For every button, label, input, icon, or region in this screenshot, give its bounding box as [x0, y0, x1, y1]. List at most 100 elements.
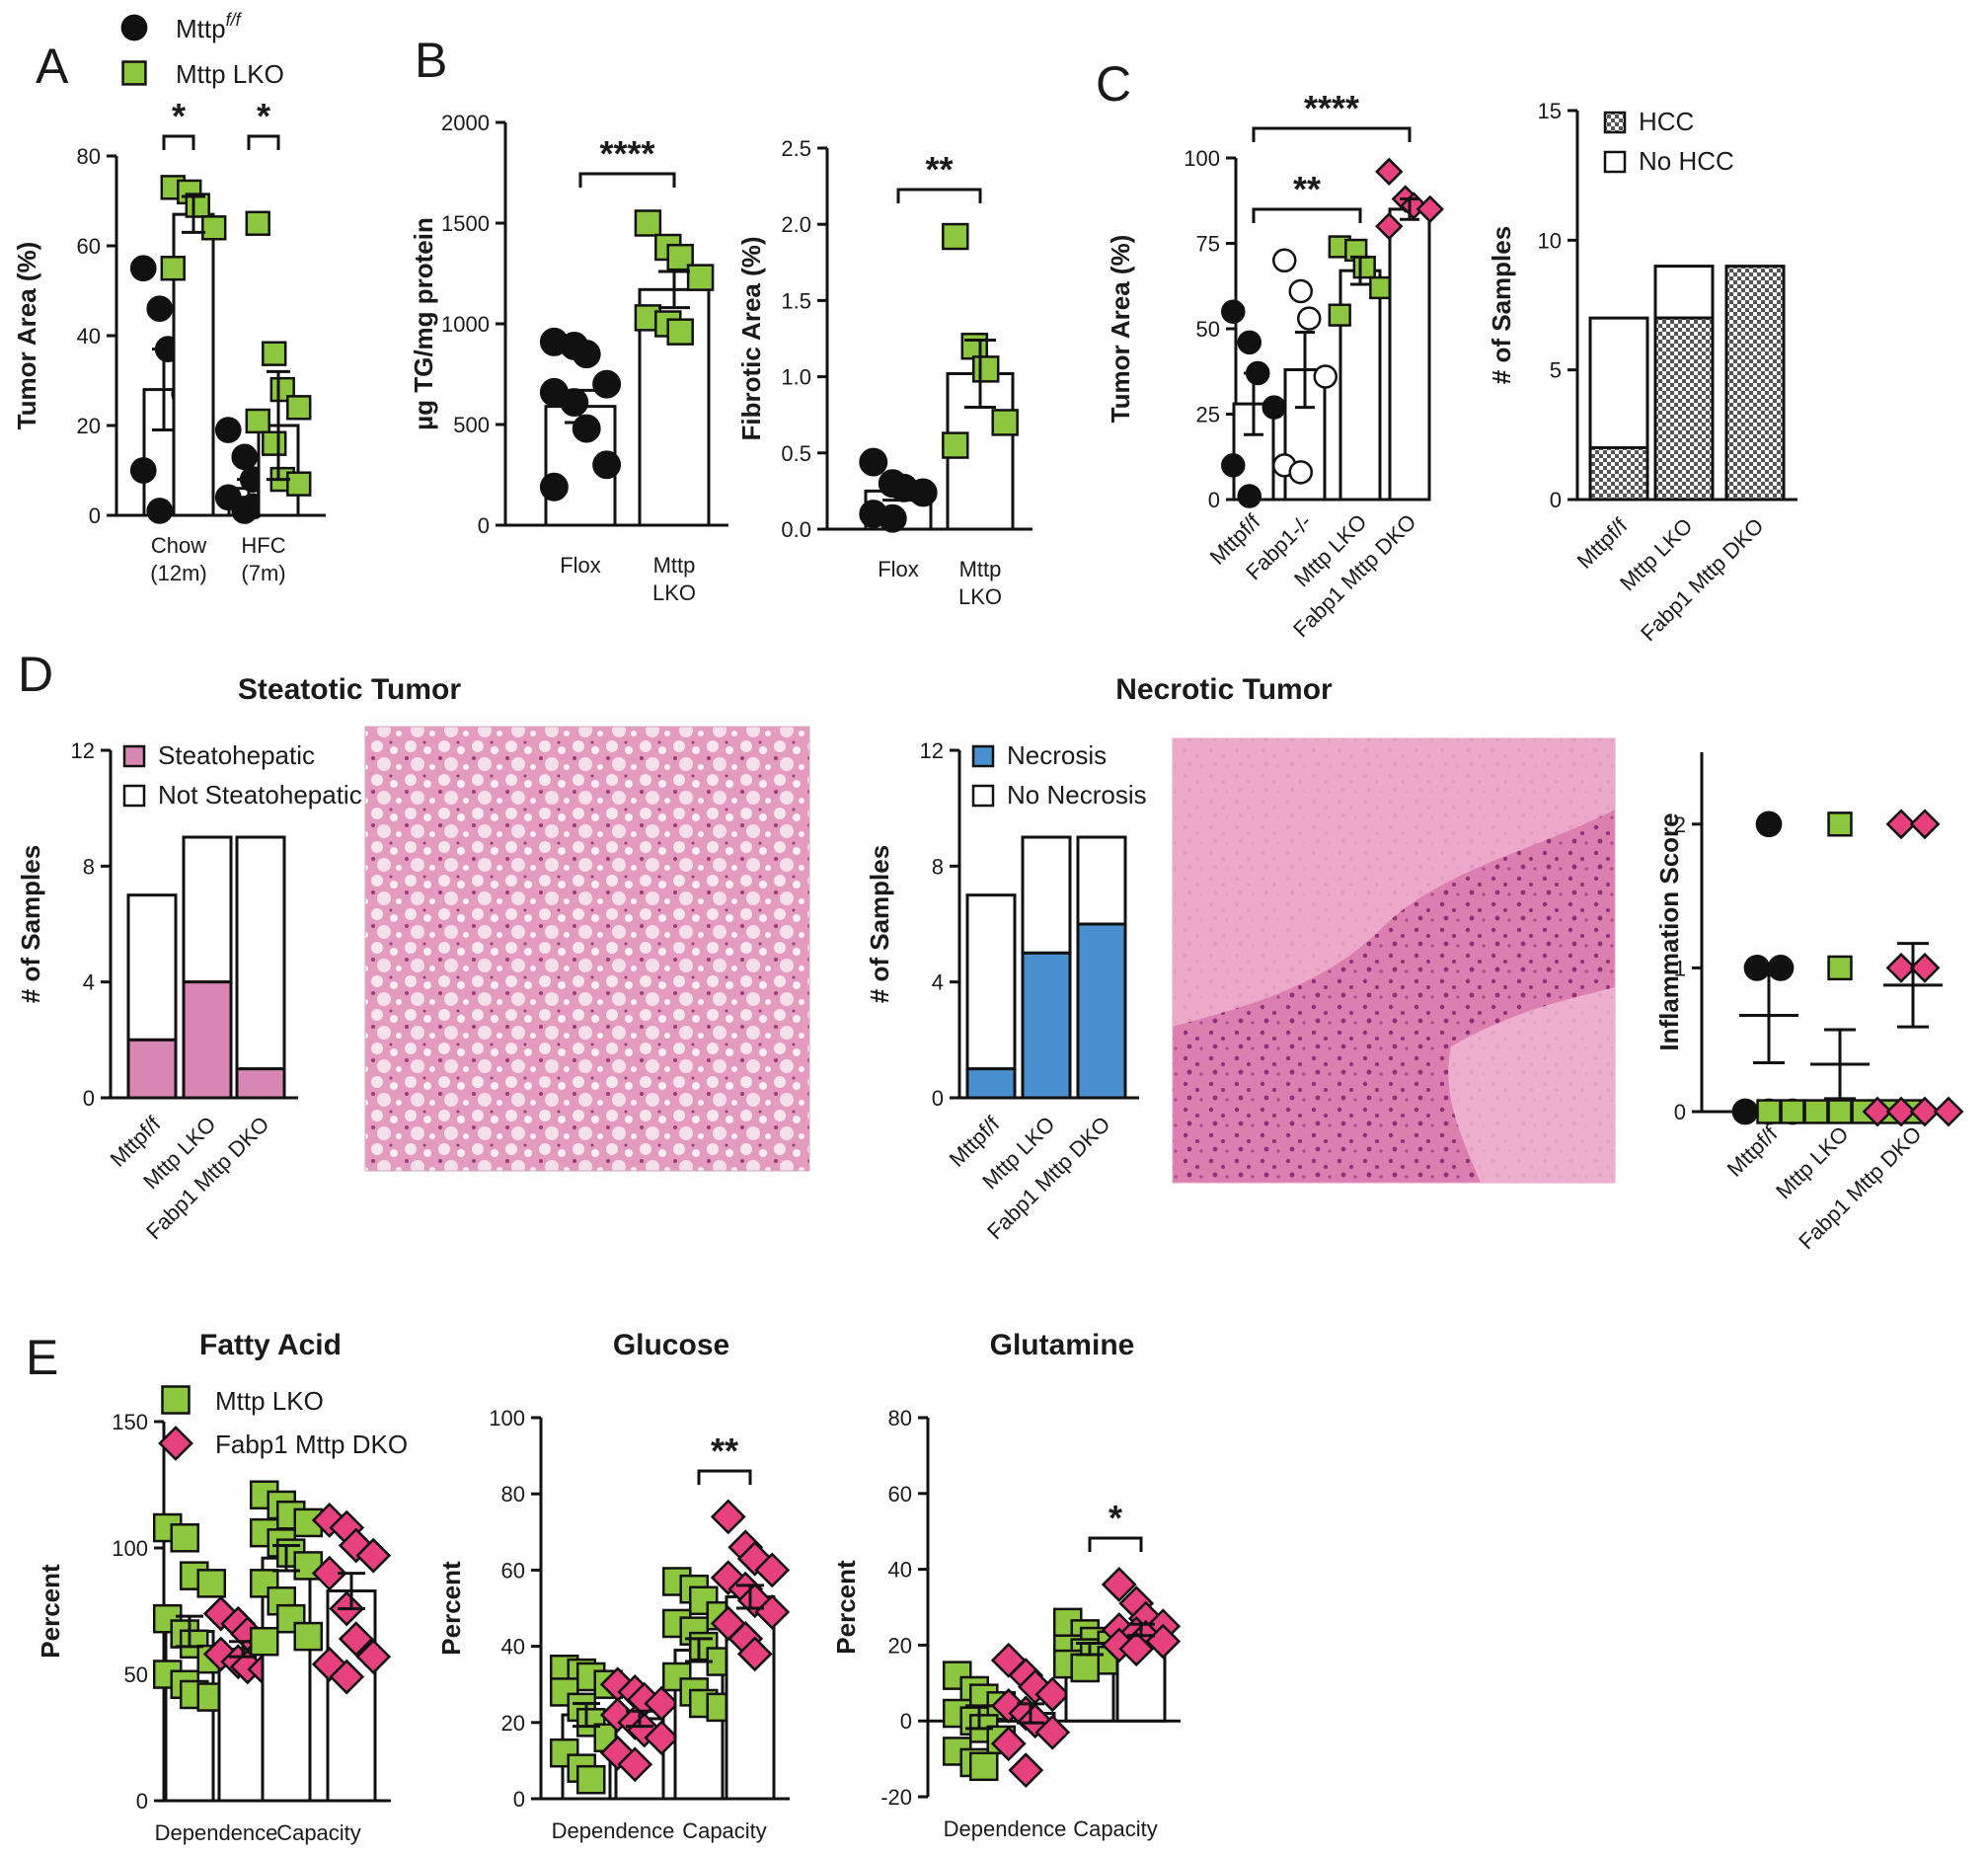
data-point	[262, 341, 287, 366]
y-tick-label: 20	[501, 1711, 525, 1736]
y-tick-label: 8	[83, 854, 95, 879]
data-point	[942, 222, 969, 251]
data-point	[1297, 306, 1322, 331]
data-point	[644, 1685, 680, 1722]
y-tick-label: 2.0	[781, 212, 811, 237]
data-point	[1803, 1099, 1829, 1124]
y-axis-label: Percent	[436, 1561, 466, 1656]
x-tick-label: Fabp1 Mttp DKO	[1636, 513, 1768, 646]
steatotic-tumor-histology-image	[364, 726, 810, 1172]
y-tick-label: 100	[112, 1536, 148, 1561]
y-tick-label: -20	[880, 1785, 912, 1810]
data-point	[286, 395, 312, 421]
data-point	[1885, 809, 1917, 840]
data-point	[1328, 303, 1351, 327]
necrotic-tumor-title: Necrotic Tumor	[1115, 673, 1333, 706]
y-tick-label: 0.0	[781, 517, 811, 542]
y-axis-label: Tumor Area (%)	[1106, 235, 1135, 424]
glucose-title: Glucose	[613, 1329, 729, 1361]
data-point	[572, 340, 601, 369]
significance-label: ****	[599, 133, 654, 174]
data-point	[355, 1639, 392, 1674]
y-tick-label: 5	[1550, 358, 1562, 383]
data-point	[231, 443, 259, 471]
stacked-bar-segment	[1724, 265, 1786, 502]
data-point	[1369, 275, 1393, 300]
data-point	[249, 1569, 279, 1598]
y-tick-label: 20	[77, 414, 101, 438]
stacked-bar-segment	[965, 893, 1017, 1071]
data-point	[1885, 952, 1917, 983]
data-point	[908, 478, 938, 507]
stacked-bar-segment	[235, 835, 286, 1071]
data-point	[686, 264, 715, 291]
legend-label: No HCC	[1639, 146, 1734, 176]
legend-label: Steatohepatic	[158, 740, 315, 770]
data-point	[1375, 157, 1404, 187]
data-point	[592, 369, 622, 399]
data-point	[859, 447, 888, 477]
y-tick-label: 80	[501, 1482, 525, 1507]
panel-letter-d: D	[18, 647, 53, 702]
stacked-bar-segment	[126, 1038, 178, 1100]
y-tick-label: 100	[489, 1406, 525, 1431]
data-point	[1780, 1099, 1805, 1124]
legend-swatch	[1603, 111, 1627, 134]
data-point	[311, 1502, 347, 1538]
y-axis-label: Fibrotic Area (%)	[736, 236, 766, 440]
x-tick-label: Chow	[151, 533, 206, 558]
y-tick-label: 0	[83, 1086, 95, 1111]
x-tick-label: Mttpf/f	[1722, 1121, 1784, 1182]
data-point	[1221, 453, 1246, 478]
stacked-bar-segment	[1076, 922, 1127, 1100]
y-tick-label: 80	[77, 144, 101, 169]
y-tick-label: 0	[932, 1086, 944, 1111]
data-point	[262, 430, 287, 456]
data-point	[1827, 1099, 1853, 1124]
data-point	[575, 1764, 606, 1795]
data-point	[1862, 1096, 1893, 1127]
x-tick-label: Flox	[878, 557, 919, 581]
data-point	[1288, 460, 1313, 485]
x-tick-label: Mttp	[959, 557, 1002, 581]
data-point	[754, 1593, 791, 1630]
data-point	[666, 318, 694, 346]
legend-marker	[161, 1385, 191, 1415]
y-tick-label: 75	[1196, 232, 1220, 257]
data-point	[201, 215, 227, 241]
y-tick-label: 10	[1538, 228, 1562, 253]
y-axis-label: Percent	[36, 1564, 65, 1659]
significance-bracket	[1088, 1536, 1143, 1552]
data-point	[214, 417, 242, 443]
y-tick-label: 1.5	[781, 288, 811, 313]
data-point	[286, 471, 312, 497]
x-tick-label: LKO	[652, 580, 696, 605]
legend-label-mttp-ff: Mttpf/f	[176, 10, 243, 43]
data-point	[146, 295, 174, 323]
data-point	[311, 1555, 347, 1591]
data-point	[196, 1569, 227, 1598]
legend-label: Not Steatohepatic	[158, 780, 362, 810]
data-point	[1352, 256, 1376, 279]
legend-label: HCC	[1639, 107, 1694, 136]
data-point	[1070, 1653, 1101, 1683]
y-tick-label: 2000	[441, 111, 490, 135]
stacked-bar-segment	[182, 980, 233, 1100]
significance-bracket	[247, 134, 280, 150]
stacked-bar-segment	[1021, 835, 1072, 955]
data-point	[1034, 1714, 1071, 1750]
chart-a: 0 20 40 60 80 Tumor Area (%) * Chow (12m) * HFC (7m…	[12, 10, 326, 585]
y-tick-label: 1500	[441, 211, 490, 236]
data-point	[170, 1522, 200, 1553]
data-point	[754, 1552, 791, 1588]
data-point	[1415, 194, 1444, 224]
y-tick-label: 20	[888, 1633, 912, 1658]
y-tick-label: 1	[1674, 956, 1686, 980]
data-point	[129, 457, 157, 484]
x-tick-label: Capacity	[682, 1818, 767, 1843]
data-point	[1755, 811, 1783, 838]
legend-marker	[158, 1426, 193, 1461]
data-point	[1909, 1096, 1941, 1127]
